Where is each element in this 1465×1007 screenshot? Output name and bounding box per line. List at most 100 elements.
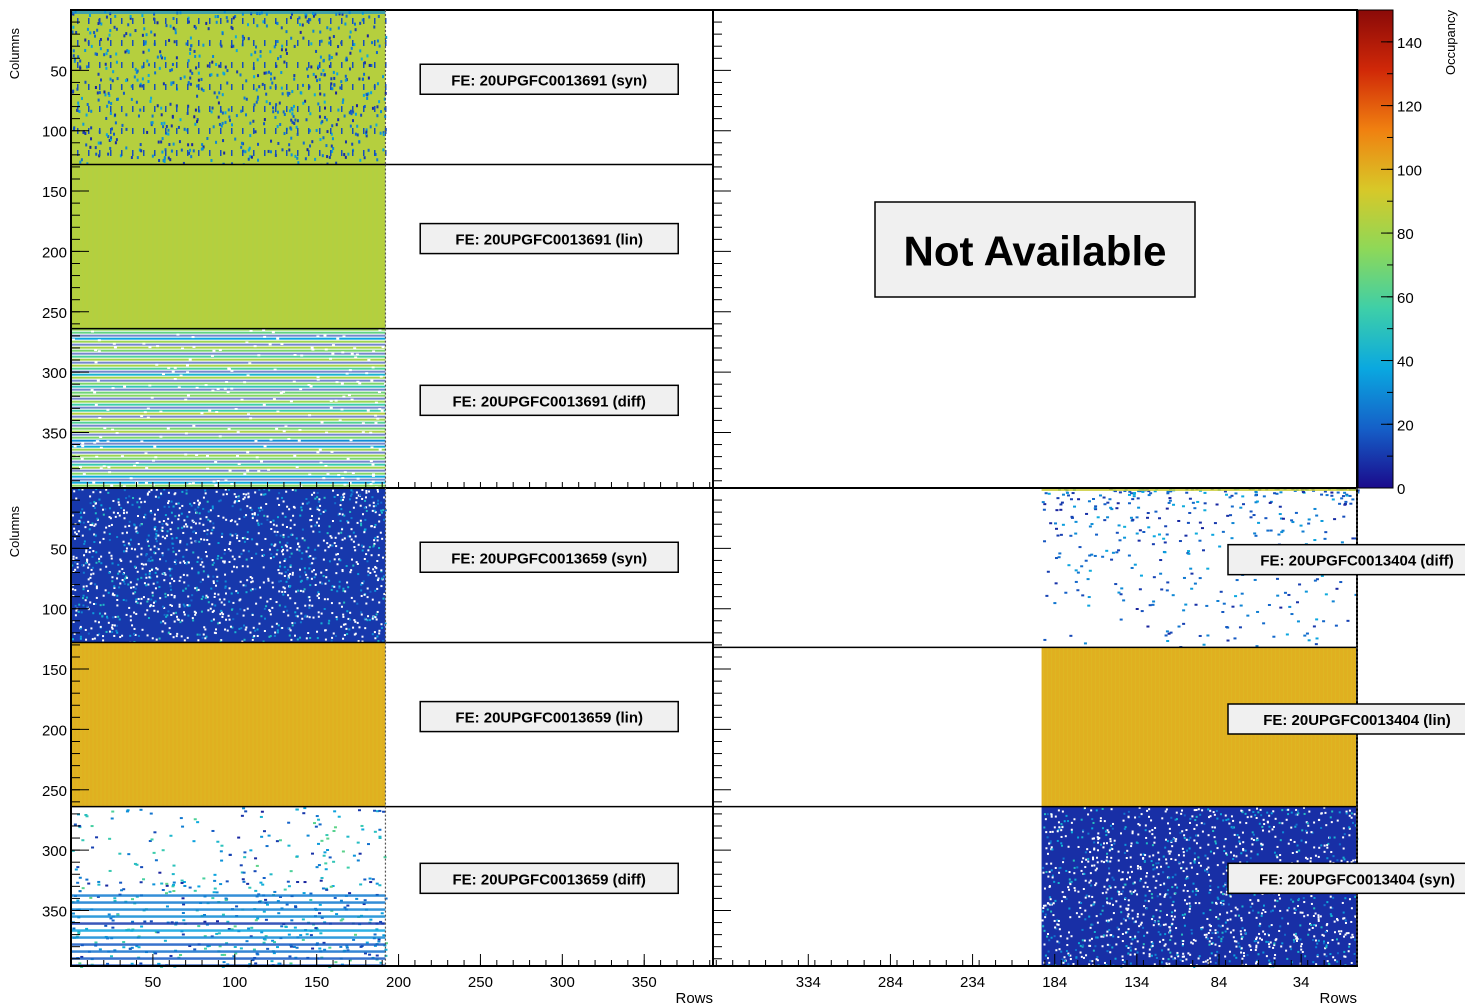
pixel-hit — [1118, 491, 1122, 494]
pixel-hit — [1213, 813, 1216, 816]
pixel-hit — [325, 888, 329, 891]
pixel-hit — [330, 150, 332, 156]
pixel-hit — [1123, 960, 1126, 963]
pixel-hit — [188, 151, 191, 155]
pixel-hit — [1292, 938, 1295, 941]
pixel-hit — [374, 637, 377, 640]
pixel-hit — [135, 530, 138, 533]
pixel-hit — [253, 84, 255, 90]
pixel-gap — [144, 452, 148, 455]
pixel-hit — [1095, 936, 1098, 939]
pixel-hit — [153, 33, 156, 37]
pixel-hit — [261, 554, 264, 557]
pixel-hit — [269, 50, 272, 54]
pixel-hit — [254, 889, 258, 892]
pixel-hit — [82, 122, 85, 126]
pixel-hit — [259, 815, 263, 818]
pixel-hit — [195, 511, 198, 514]
pixel-hit — [72, 54, 75, 58]
pixel-hit — [346, 632, 349, 635]
pixel-hit — [113, 624, 116, 627]
pixel-hit — [1181, 960, 1184, 963]
pixel-hit — [117, 498, 120, 501]
pixel-hit — [1169, 939, 1172, 942]
pixel-gap — [272, 398, 276, 401]
pixel-hit — [212, 891, 216, 894]
pixel-hit — [1227, 818, 1230, 821]
pixel-hit — [73, 59, 76, 63]
pixel-hit — [306, 148, 309, 152]
pixel-hit — [1067, 952, 1070, 955]
pixel-gap — [374, 414, 378, 417]
pixel-hit — [273, 45, 276, 49]
pixel-hit — [324, 868, 328, 871]
pixel-hit — [159, 50, 162, 54]
pixel-hit — [75, 497, 78, 500]
pixel-hit — [265, 100, 268, 104]
pixel-hit — [109, 955, 113, 958]
pixel-hit — [142, 596, 145, 599]
pixel-hit — [275, 840, 279, 843]
pixel-gap — [200, 412, 204, 415]
stripe — [71, 457, 386, 460]
pixel-gap — [243, 381, 247, 384]
pixel-hit — [286, 505, 289, 508]
pixel-hit — [242, 106, 244, 112]
pixel-hit — [125, 79, 128, 83]
pixel-hit — [1091, 923, 1094, 926]
pixel-hit — [181, 490, 184, 493]
pixel-hit — [255, 864, 259, 867]
pixel-gap — [310, 346, 314, 349]
pixel-hit — [1064, 591, 1068, 594]
pixel-hit — [127, 542, 130, 545]
pixel-hit — [163, 613, 166, 616]
pixel-hit — [1174, 892, 1177, 895]
pixel-hit — [96, 91, 99, 95]
pixel-hit — [1151, 942, 1154, 945]
pixel-hit — [314, 524, 317, 527]
pixel-hit — [1171, 845, 1174, 848]
pixel-hit — [377, 640, 380, 643]
pixel-hit — [104, 62, 107, 66]
pixel-hit — [1294, 908, 1297, 911]
pixel-hit — [147, 544, 150, 547]
pixel-hit — [283, 60, 286, 64]
pixel-hit — [1140, 921, 1143, 924]
pixel-hit — [1315, 637, 1319, 640]
pixel-hit — [1267, 603, 1271, 606]
stripe — [71, 469, 386, 472]
pixel-hit — [217, 115, 220, 119]
pixel-hit — [178, 507, 181, 510]
pixel-hit — [240, 552, 243, 555]
pixel-hit — [72, 927, 76, 930]
pixel-hit — [365, 128, 368, 132]
pixel-gap — [144, 481, 148, 484]
pixel-hit — [335, 12, 338, 16]
pixel-hit — [72, 555, 75, 558]
pixel-hit — [1166, 640, 1170, 643]
pixel-hit — [1280, 531, 1284, 534]
pixel-hit — [1239, 604, 1243, 607]
pixel-hit — [218, 945, 222, 948]
pixel-hit — [293, 44, 296, 48]
stripe — [71, 385, 386, 388]
pixel-hit — [200, 610, 203, 613]
pixel-hit — [306, 578, 309, 581]
pixel-hit — [1266, 529, 1270, 532]
pixel-hit — [320, 622, 323, 625]
pixel-hit — [1305, 632, 1309, 635]
pixel-hit — [91, 566, 94, 569]
pixel-gap — [111, 428, 115, 431]
pixel-hit — [382, 133, 385, 137]
pixel-hit — [275, 103, 278, 107]
pixel-hit — [237, 495, 240, 498]
pixel-hit — [276, 629, 279, 632]
pixel-hit — [243, 96, 246, 100]
pixel-hit — [111, 576, 114, 579]
pixel-hit — [1123, 525, 1127, 528]
pixel-hit — [110, 40, 112, 46]
pixel-hit — [202, 523, 205, 526]
pixel-hit — [220, 40, 222, 46]
pixel-hit — [343, 537, 346, 540]
pixel-hit — [1069, 954, 1072, 957]
